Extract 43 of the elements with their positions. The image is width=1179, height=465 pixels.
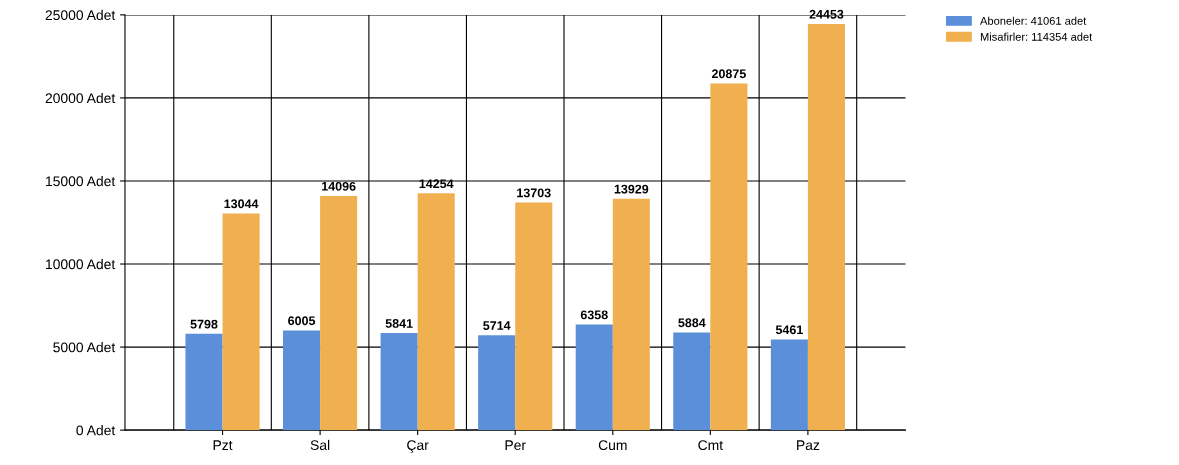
bar: [380, 333, 418, 431]
data-label: 5884: [678, 318, 706, 328]
y-tick-label: 0 Adet: [76, 425, 116, 436]
data-label: 13044: [224, 199, 259, 209]
bar: [575, 324, 613, 431]
y-tick-label: 5000 Adet: [53, 342, 116, 353]
data-label: 5714: [483, 321, 511, 330]
bar: [417, 193, 455, 431]
data-label: 5798: [190, 319, 218, 329]
legend-label: Misafirler: 114354 adet: [980, 32, 1093, 41]
y-tick-label: 15000 Adet: [46, 175, 116, 187]
data-label: 13703: [517, 188, 551, 198]
data-label: 13929: [614, 184, 649, 194]
bar: [515, 202, 553, 431]
y-tick-label: 10000 Adet: [46, 258, 116, 270]
bar: [185, 333, 223, 431]
data-label: 6005: [288, 316, 316, 326]
x-tick-label: Per: [505, 440, 526, 451]
bar: [612, 198, 650, 431]
data-label: 20875: [711, 69, 746, 79]
bar: [478, 335, 516, 431]
x-tick-label: Pzt: [213, 440, 233, 451]
bar: [673, 332, 711, 431]
data-label: 6358: [580, 310, 608, 320]
x-tick-label: Paz: [797, 440, 820, 451]
data-label: 5461: [775, 325, 803, 335]
bar: [770, 339, 808, 431]
bar: [710, 83, 748, 431]
legend-label: Aboneler: 41061 adet: [980, 16, 1087, 25]
data-label: 24453: [809, 9, 844, 19]
data-label: 14096: [322, 181, 356, 191]
x-tick-label: Çar: [407, 440, 429, 453]
data-label: 14254: [419, 179, 454, 189]
y-tick-label: 20000 Adet: [45, 92, 116, 104]
bar: [222, 213, 260, 431]
bar: [320, 195, 358, 431]
x-tick-label: Sal: [310, 439, 330, 451]
x-tick-label: Cum: [598, 440, 627, 451]
y-tick-label: 25000 Adet: [45, 9, 116, 21]
data-label: 5841: [385, 319, 413, 328]
bar: [807, 23, 845, 431]
bar: [283, 330, 321, 431]
x-tick-label: Cmt: [698, 440, 723, 451]
